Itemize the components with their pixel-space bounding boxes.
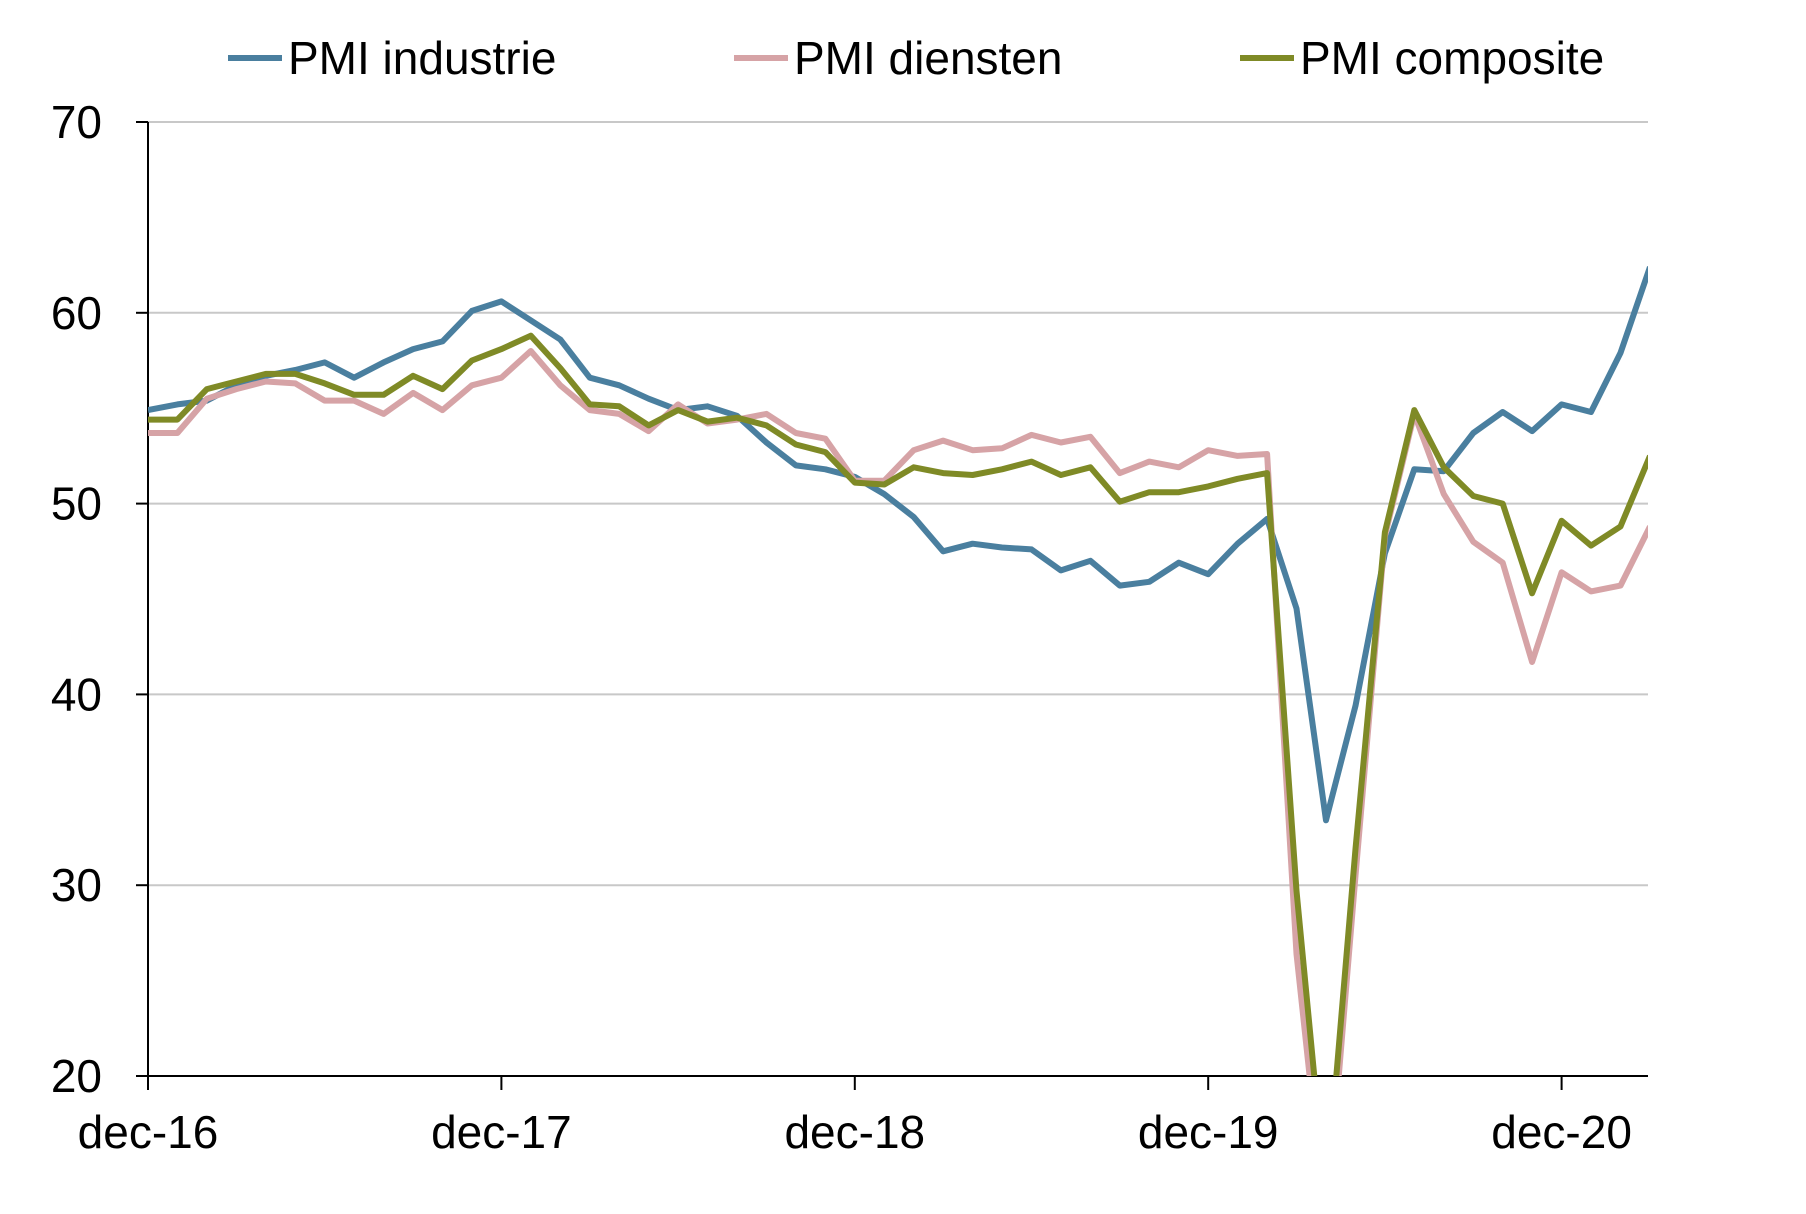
- legend-label: PMI composite: [1300, 32, 1604, 84]
- y-tick-label: 20: [51, 1050, 102, 1102]
- x-tick-label: dec-16: [78, 1106, 219, 1158]
- y-tick-label: 50: [51, 478, 102, 530]
- gridlines: [136, 121, 1648, 1077]
- legend-label: PMI diensten: [794, 32, 1062, 84]
- y-axis-tick-labels: 20 30 40 50 60 70: [51, 96, 102, 1102]
- legend-item-pmi-composite: PMI composite: [1240, 32, 1604, 84]
- legend-label: PMI industrie: [288, 32, 556, 84]
- x-tick-label: dec-17: [431, 1106, 572, 1158]
- x-axis-tick-labels: dec-16 dec-17 dec-18 dec-19 dec-20: [78, 1106, 1632, 1158]
- x-tick-label: dec-19: [1138, 1106, 1279, 1158]
- series-line-pmi-composite: [148, 332, 1648, 1076]
- legend-item-pmi-diensten: PMI diensten: [734, 32, 1062, 84]
- legend: PMI industrie PMI diensten PMI composite: [228, 32, 1604, 84]
- y-tick-label: 40: [51, 668, 102, 720]
- series-line-pmi-diensten: [148, 348, 1648, 1076]
- y-tick-label: 70: [51, 96, 102, 148]
- x-axis-ticks: [147, 1076, 1563, 1090]
- series-line-pmi-industrie: [148, 266, 1648, 824]
- legend-item-pmi-industrie: PMI industrie: [228, 32, 556, 84]
- y-tick-label: 30: [51, 859, 102, 911]
- y-tick-label: 60: [51, 287, 102, 339]
- x-tick-label: dec-18: [784, 1106, 925, 1158]
- axes: [147, 122, 1648, 1077]
- x-tick-label: dec-20: [1491, 1106, 1632, 1158]
- series-lines: [148, 266, 1648, 1076]
